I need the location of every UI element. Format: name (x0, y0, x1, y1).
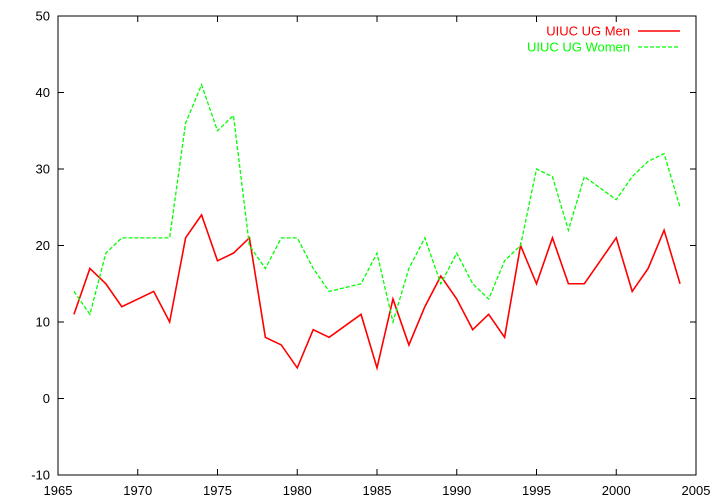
x-tick-label: 1965 (44, 483, 73, 498)
y-tick-label: 40 (36, 85, 50, 100)
x-tick-label: 1990 (442, 483, 471, 498)
x-tick-label: 1975 (203, 483, 232, 498)
legend-label: UIUC UG Men (546, 24, 630, 39)
y-tick-label: 20 (36, 238, 50, 253)
legend-label: UIUC UG Women (527, 40, 630, 55)
series-lines (73, 83, 681, 372)
y-tick-label: 10 (36, 315, 50, 330)
y-tick-label: -10 (31, 468, 50, 483)
x-tick-label: 1970 (123, 483, 152, 498)
y-axis: -10 0 10 20 30 40 50 (31, 9, 696, 483)
series-line-men (73, 213, 681, 372)
x-tick-label: 2005 (682, 483, 711, 498)
x-tick-label: 2000 (602, 483, 631, 498)
x-tick-label: 1995 (522, 483, 551, 498)
x-tick-label: 1980 (283, 483, 312, 498)
x-axis: 1965 1970 1975 1980 1985 1990 1995 2000 2005 (44, 16, 711, 498)
y-tick-label: 30 (36, 162, 50, 177)
y-tick-label: 50 (36, 9, 50, 24)
y-tick-label: 0 (43, 391, 50, 406)
series-line-women (73, 83, 681, 325)
x-tick-label: 1985 (363, 483, 392, 498)
